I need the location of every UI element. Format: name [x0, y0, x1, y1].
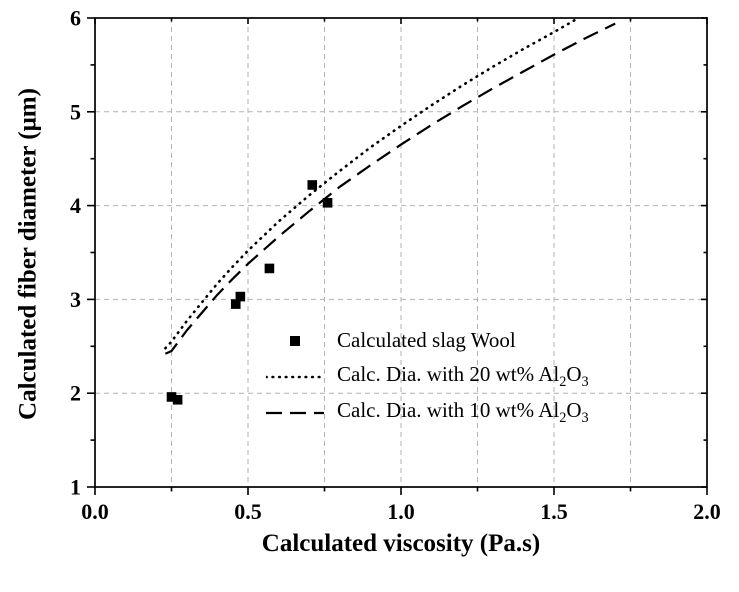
axis-ticks — [87, 17, 708, 495]
x-axis-title: Calculated viscosity (Pa.s) — [261, 530, 541, 557]
y-tick-labels: 1 2 3 4 5 6 — [70, 6, 81, 500]
legend-label: Calculated slag Wool — [337, 328, 516, 352]
x-tick-labels: 0.0 0.5 1.0 1.5 2.0 — [81, 499, 721, 524]
svg-text:1: 1 — [70, 475, 81, 500]
gridlines — [95, 18, 707, 487]
scatter-points — [166, 180, 333, 405]
svg-text:3: 3 — [70, 287, 81, 312]
legend-entry-0: Calculated slag Wool — [266, 324, 589, 357]
svg-text:2.0: 2.0 — [693, 499, 721, 524]
svg-text:5: 5 — [70, 99, 81, 124]
svg-text:4: 4 — [70, 193, 81, 218]
legend-entry-1: Calc. Dia. with 20 wt% Al2O3 — [266, 360, 589, 393]
svg-text:0.0: 0.0 — [81, 499, 109, 524]
svg-text:1.5: 1.5 — [540, 499, 568, 524]
svg-text:0.5: 0.5 — [234, 499, 262, 524]
svg-text:6: 6 — [70, 6, 81, 31]
legend-label: Calc. Dia. with 20 wt% Al2O3 — [337, 361, 589, 391]
y-axis-title: Calculated fiber diameter (μm) — [14, 88, 42, 420]
square-icon — [266, 335, 324, 346]
curve-dotted — [164, 16, 580, 350]
legend: Calculated slag Wool Calc. Dia. with 20 w… — [266, 324, 589, 429]
curve-dashed — [164, 22, 616, 355]
legend-label: Calc. Dia. with 10 wt% Al2O3 — [337, 397, 589, 427]
dashed-line-icon — [266, 410, 324, 416]
dotted-line-icon — [266, 374, 324, 380]
svg-text:2: 2 — [70, 381, 81, 406]
legend-entry-2: Calc. Dia. with 10 wt% Al2O3 — [266, 396, 589, 429]
svg-text:1.0: 1.0 — [387, 499, 415, 524]
